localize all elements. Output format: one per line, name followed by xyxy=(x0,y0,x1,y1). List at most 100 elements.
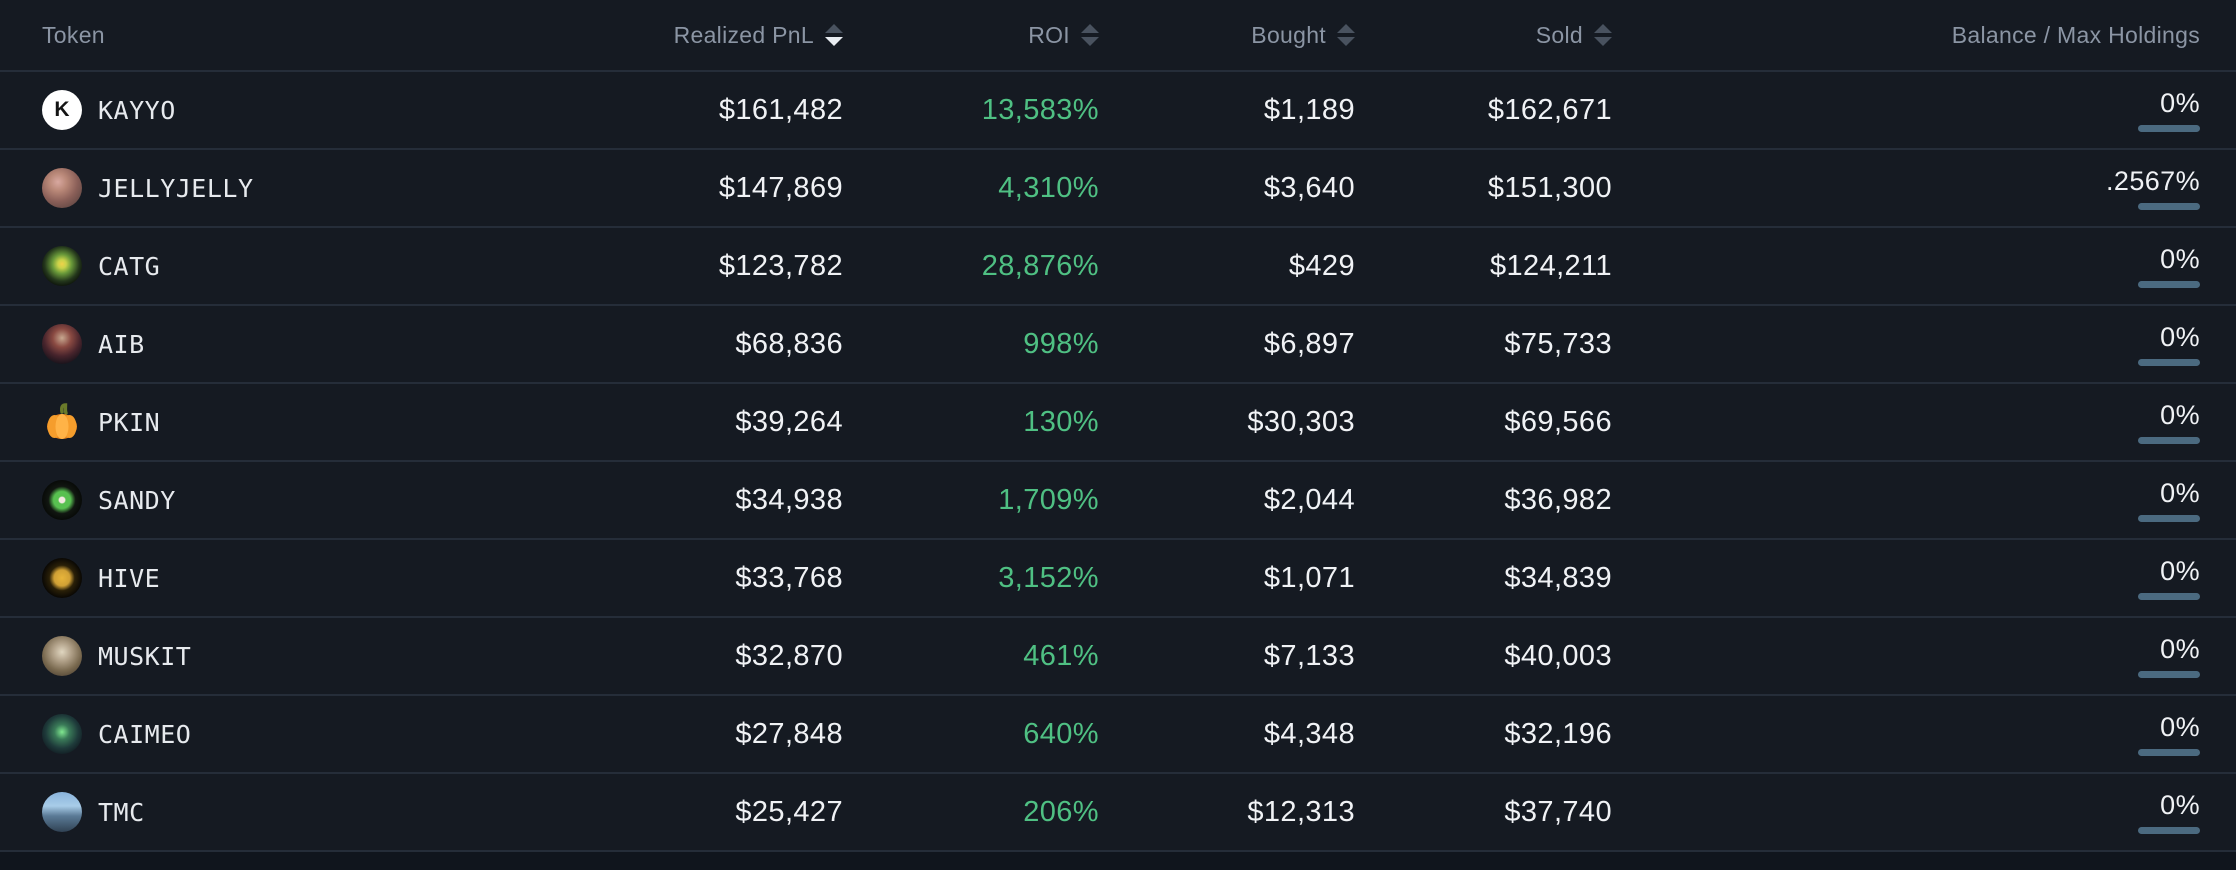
balance-value: 0% xyxy=(2160,790,2200,820)
balance-value: 0% xyxy=(2160,634,2200,664)
balance-progress-bar xyxy=(2138,359,2200,366)
jellyjelly-token-icon xyxy=(42,168,82,208)
bought-value: $3,640 xyxy=(1263,171,1355,204)
token-name: PKIN xyxy=(98,407,161,437)
bought-value: $7,133 xyxy=(1263,639,1355,672)
balance-progress-bar xyxy=(2138,203,2200,210)
realized-pnl-value: $27,848 xyxy=(735,717,843,750)
token-cell: TMC xyxy=(42,774,520,850)
roi-value: 130% xyxy=(1023,405,1099,438)
realized-pnl-value: $68,836 xyxy=(735,327,843,360)
balance-progress-bar xyxy=(2138,671,2200,678)
roi-value: 1,709% xyxy=(998,483,1099,516)
sold-value: $124,211 xyxy=(1489,249,1612,282)
sold-value: $151,300 xyxy=(1487,171,1612,204)
bought-value: $12,313 xyxy=(1247,795,1355,828)
token-cell: PKIN xyxy=(42,384,520,460)
bought-value: $2,044 xyxy=(1263,483,1355,516)
balance-progress-bar xyxy=(2138,125,2200,132)
roi-value: 13,583% xyxy=(981,93,1099,126)
table-row-aib[interactable]: AIB $68,836 998% $6,897 $75,733 0% xyxy=(0,304,2236,382)
balance-cell: 0% xyxy=(1612,384,2200,460)
bought-value: $1,189 xyxy=(1263,93,1355,126)
balance-progress-bar xyxy=(2138,593,2200,600)
balance-cell: 0% xyxy=(1612,72,2200,148)
column-header-balance-max-holdings: Balance / Max Holdings xyxy=(1612,0,2200,70)
catg-token-icon xyxy=(42,246,82,286)
token-name: JELLYJELLY xyxy=(98,173,254,203)
column-header-token[interactable]: Token xyxy=(42,0,520,70)
column-label: Token xyxy=(42,21,105,48)
token-name: TMC xyxy=(98,797,145,827)
sort-icon[interactable] xyxy=(1337,24,1355,46)
column-header-realized-pnl[interactable]: Realized PnL xyxy=(520,0,843,70)
table-row-jellyjelly[interactable]: JELLYJELLY $147,869 4,310% $3,640 $151,3… xyxy=(0,148,2236,226)
sold-value: $34,839 xyxy=(1504,561,1612,594)
table-row-caimeo[interactable]: CAIMEO $27,848 640% $4,348 $32,196 0% xyxy=(0,694,2236,772)
bought-value: $429 xyxy=(1288,249,1355,282)
roi-value: 461% xyxy=(1023,639,1099,672)
caimeo-token-icon xyxy=(42,714,82,754)
table-body: K KAYYO $161,482 13,583% $1,189 $162,671… xyxy=(0,70,2236,850)
table-row-catg[interactable]: CATG $123,782 28,876% $429 $124,211 0% xyxy=(0,226,2236,304)
sort-icon[interactable] xyxy=(1594,24,1612,46)
balance-cell: 0% xyxy=(1612,696,2200,772)
token-cell: K KAYYO xyxy=(42,72,520,148)
sort-icon[interactable] xyxy=(1081,24,1099,46)
balance-progress-bar xyxy=(2138,515,2200,522)
kayyo-token-icon: K xyxy=(42,90,82,130)
token-cell: CATG xyxy=(42,228,520,304)
next-row-partial xyxy=(0,850,2236,870)
roi-value: 28,876% xyxy=(981,249,1099,282)
realized-pnl-value: $161,482 xyxy=(718,93,843,126)
sort-icon[interactable] xyxy=(825,24,843,46)
table-row-kayyo[interactable]: K KAYYO $161,482 13,583% $1,189 $162,671… xyxy=(0,70,2236,148)
table-header-row: Token Realized PnL ROI Bought Sold Balan… xyxy=(0,0,2236,70)
token-cell: CAIMEO xyxy=(42,696,520,772)
balance-progress-bar xyxy=(2138,281,2200,288)
table-row-hive[interactable]: HIVE $33,768 3,152% $1,071 $34,839 0% xyxy=(0,538,2236,616)
balance-cell: 0% xyxy=(1612,618,2200,694)
balance-progress-bar xyxy=(2138,437,2200,444)
tmc-token-icon xyxy=(42,792,82,832)
table-row-sandy[interactable]: SANDY $34,938 1,709% $2,044 $36,982 0% xyxy=(0,460,2236,538)
hive-token-icon xyxy=(42,558,82,598)
pumpkin-glyph xyxy=(47,403,77,439)
balance-cell: 0% xyxy=(1612,540,2200,616)
table-row-muskit[interactable]: MUSKIT $32,870 461% $7,133 $40,003 0% xyxy=(0,616,2236,694)
bought-value: $4,348 xyxy=(1263,717,1355,750)
sold-value: $36,982 xyxy=(1504,483,1612,516)
roi-value: 3,152% xyxy=(998,561,1099,594)
column-label: Sold xyxy=(1535,21,1583,48)
token-name: CATG xyxy=(98,251,161,281)
realized-pnl-value: $147,869 xyxy=(718,171,843,204)
token-cell: HIVE xyxy=(42,540,520,616)
balance-cell: .2567% xyxy=(1612,150,2200,226)
token-cell: JELLYJELLY xyxy=(42,150,520,226)
balance-cell: 0% xyxy=(1612,462,2200,538)
realized-pnl-value: $123,782 xyxy=(718,249,843,282)
realized-pnl-value: $33,768 xyxy=(735,561,843,594)
token-cell: AIB xyxy=(42,306,520,382)
sold-value: $40,003 xyxy=(1504,639,1612,672)
balance-cell: 0% xyxy=(1612,774,2200,850)
bought-value: $6,897 xyxy=(1263,327,1355,360)
balance-value: 0% xyxy=(2160,712,2200,742)
balance-progress-bar xyxy=(2138,749,2200,756)
token-name: CAIMEO xyxy=(98,719,192,749)
table-row-pkin[interactable]: PKIN $39,264 130% $30,303 $69,566 0% xyxy=(0,382,2236,460)
column-header-roi[interactable]: ROI xyxy=(843,0,1099,70)
column-header-sold[interactable]: Sold xyxy=(1355,0,1612,70)
column-label: Bought xyxy=(1251,21,1326,48)
table-row-tmc[interactable]: TMC $25,427 206% $12,313 $37,740 0% xyxy=(0,772,2236,850)
roi-value: 640% xyxy=(1023,717,1099,750)
realized-pnl-value: $39,264 xyxy=(735,405,843,438)
column-header-bought[interactable]: Bought xyxy=(1099,0,1355,70)
balance-value: 0% xyxy=(2160,322,2200,352)
token-cell: SANDY xyxy=(42,462,520,538)
sold-value: $75,733 xyxy=(1504,327,1612,360)
balance-value: 0% xyxy=(2160,556,2200,586)
balance-value: 0% xyxy=(2160,244,2200,274)
sold-value: $37,740 xyxy=(1504,795,1612,828)
